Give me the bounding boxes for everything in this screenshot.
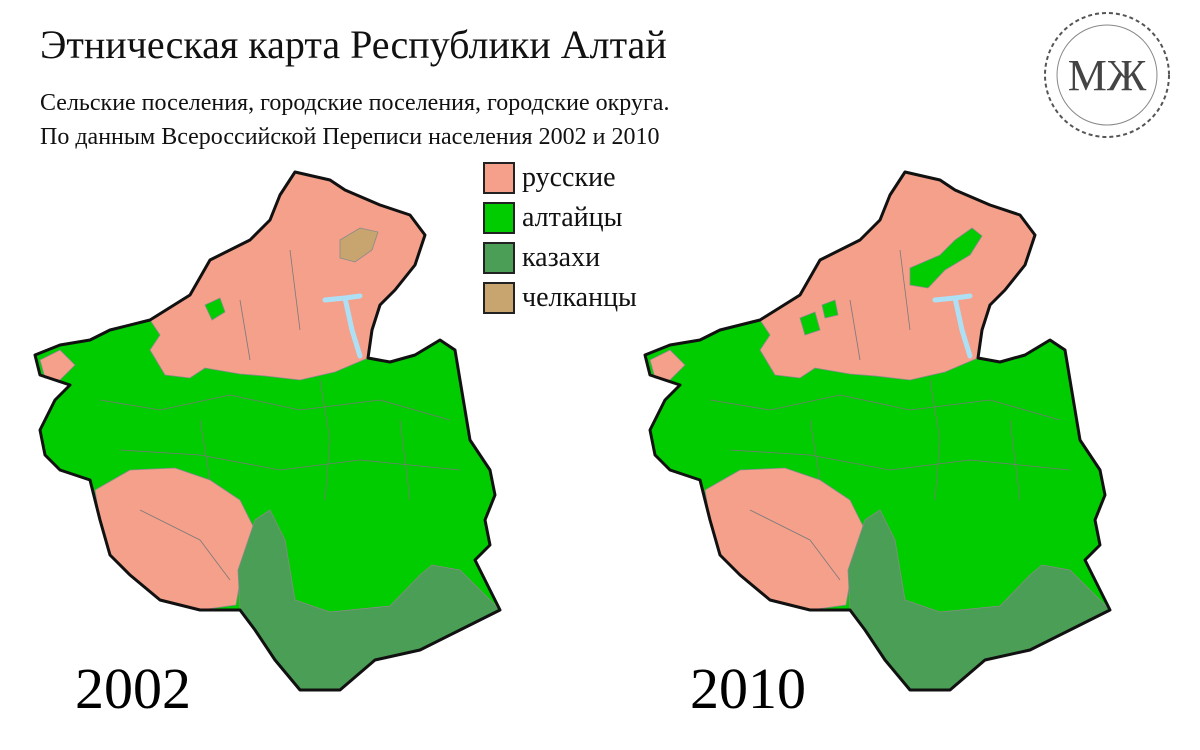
legend-label: казахи <box>522 242 600 273</box>
title: Этническая карта Республики Алтай <box>40 22 667 67</box>
logo: МЖ <box>1044 12 1170 138</box>
region <box>799 311 821 336</box>
legend-swatch <box>483 242 515 274</box>
map-2010: 2010 <box>645 172 1110 721</box>
legend: русские алтайцы казахи челканцы <box>483 162 637 314</box>
logo-ornament <box>1044 12 1170 138</box>
region <box>821 299 839 319</box>
legend-label: русские <box>522 162 616 193</box>
legend-swatch <box>483 202 515 234</box>
logo-ornament <box>1056 24 1158 126</box>
region <box>909 227 983 289</box>
year-label: 2002 <box>75 656 191 721</box>
logo-text: МЖ <box>1068 51 1147 100</box>
region <box>204 297 226 321</box>
subtitle: По данным Всероссийской Переписи населен… <box>40 124 659 150</box>
legend-swatch <box>483 162 515 194</box>
legend-label: алтайцы <box>522 202 623 233</box>
year-label: 2010 <box>690 656 806 721</box>
subtitle: Сельские поселения, городские поселения,… <box>40 90 669 116</box>
region <box>339 227 379 263</box>
legend-label: челканцы <box>522 282 637 313</box>
map-2002: 2002 <box>35 172 500 721</box>
legend-swatch <box>483 282 515 314</box>
